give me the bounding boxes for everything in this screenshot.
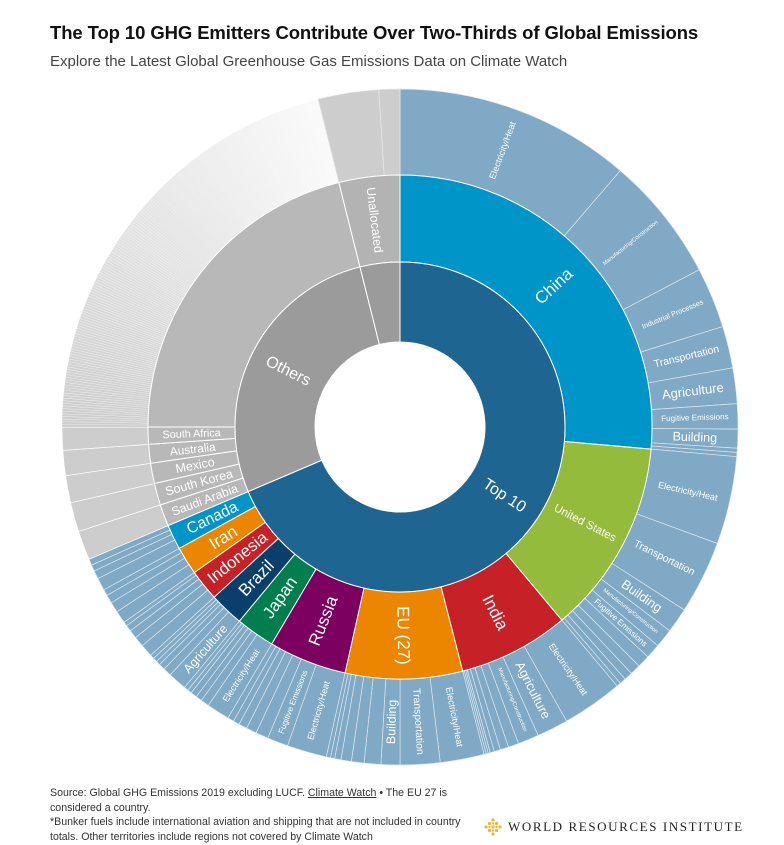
country-label: Australia: [169, 440, 217, 459]
chart-subtitle: Explore the Latest Global Greenhouse Gas…: [50, 53, 568, 70]
source-text: Source: Global GHG Emissions 2019 exclud…: [50, 787, 305, 799]
eu-note: • The EU 27 is considered a country.: [50, 787, 448, 814]
sector-label: Transportation: [410, 688, 425, 755]
bunker-note: *Bunker fuels include international avia…: [50, 816, 461, 843]
sector-label: Fugitive Emissions: [661, 412, 729, 423]
wri-logo: WORLD RESOURCES INSTITUTE: [484, 818, 744, 836]
sector-label: Building: [672, 429, 717, 445]
group-slice[interactable]: [247, 261, 566, 593]
wri-logo-text: WORLD RESOURCES INSTITUTE: [508, 819, 744, 834]
climate-watch-link[interactable]: Climate Watch: [307, 787, 377, 799]
country-label: EU (27): [393, 606, 413, 665]
wri-logo-icon: [484, 818, 502, 836]
chart-title: The Top 10 GHG Emitters Contribute Over …: [50, 22, 699, 43]
footnote: Source: Global GHG Emissions 2019 exclud…: [50, 786, 470, 844]
sector-label: Building: [384, 699, 399, 744]
group-slice[interactable]: [234, 266, 380, 493]
group-slice[interactable]: [359, 261, 401, 346]
country-label: South Africa: [162, 427, 221, 441]
